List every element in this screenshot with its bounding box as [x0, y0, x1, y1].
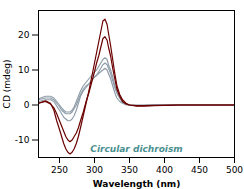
svg-text:250: 250: [51, 165, 68, 175]
svg-text:10: 10: [18, 65, 30, 75]
svg-text:300: 300: [86, 165, 103, 175]
svg-text:20: 20: [18, 30, 30, 40]
svg-text:CD (mdeg): CD (mdeg): [2, 60, 12, 109]
svg-text:0: 0: [24, 100, 30, 110]
svg-text:Circular dichroism: Circular dichroism: [90, 144, 182, 154]
svg-text:-10: -10: [15, 135, 30, 145]
svg-text:350: 350: [121, 165, 138, 175]
svg-text:400: 400: [156, 165, 173, 175]
svg-text:500: 500: [226, 165, 243, 175]
svg-text:450: 450: [191, 165, 208, 175]
svg-text:Wavelength (nm): Wavelength (nm): [93, 179, 181, 189]
